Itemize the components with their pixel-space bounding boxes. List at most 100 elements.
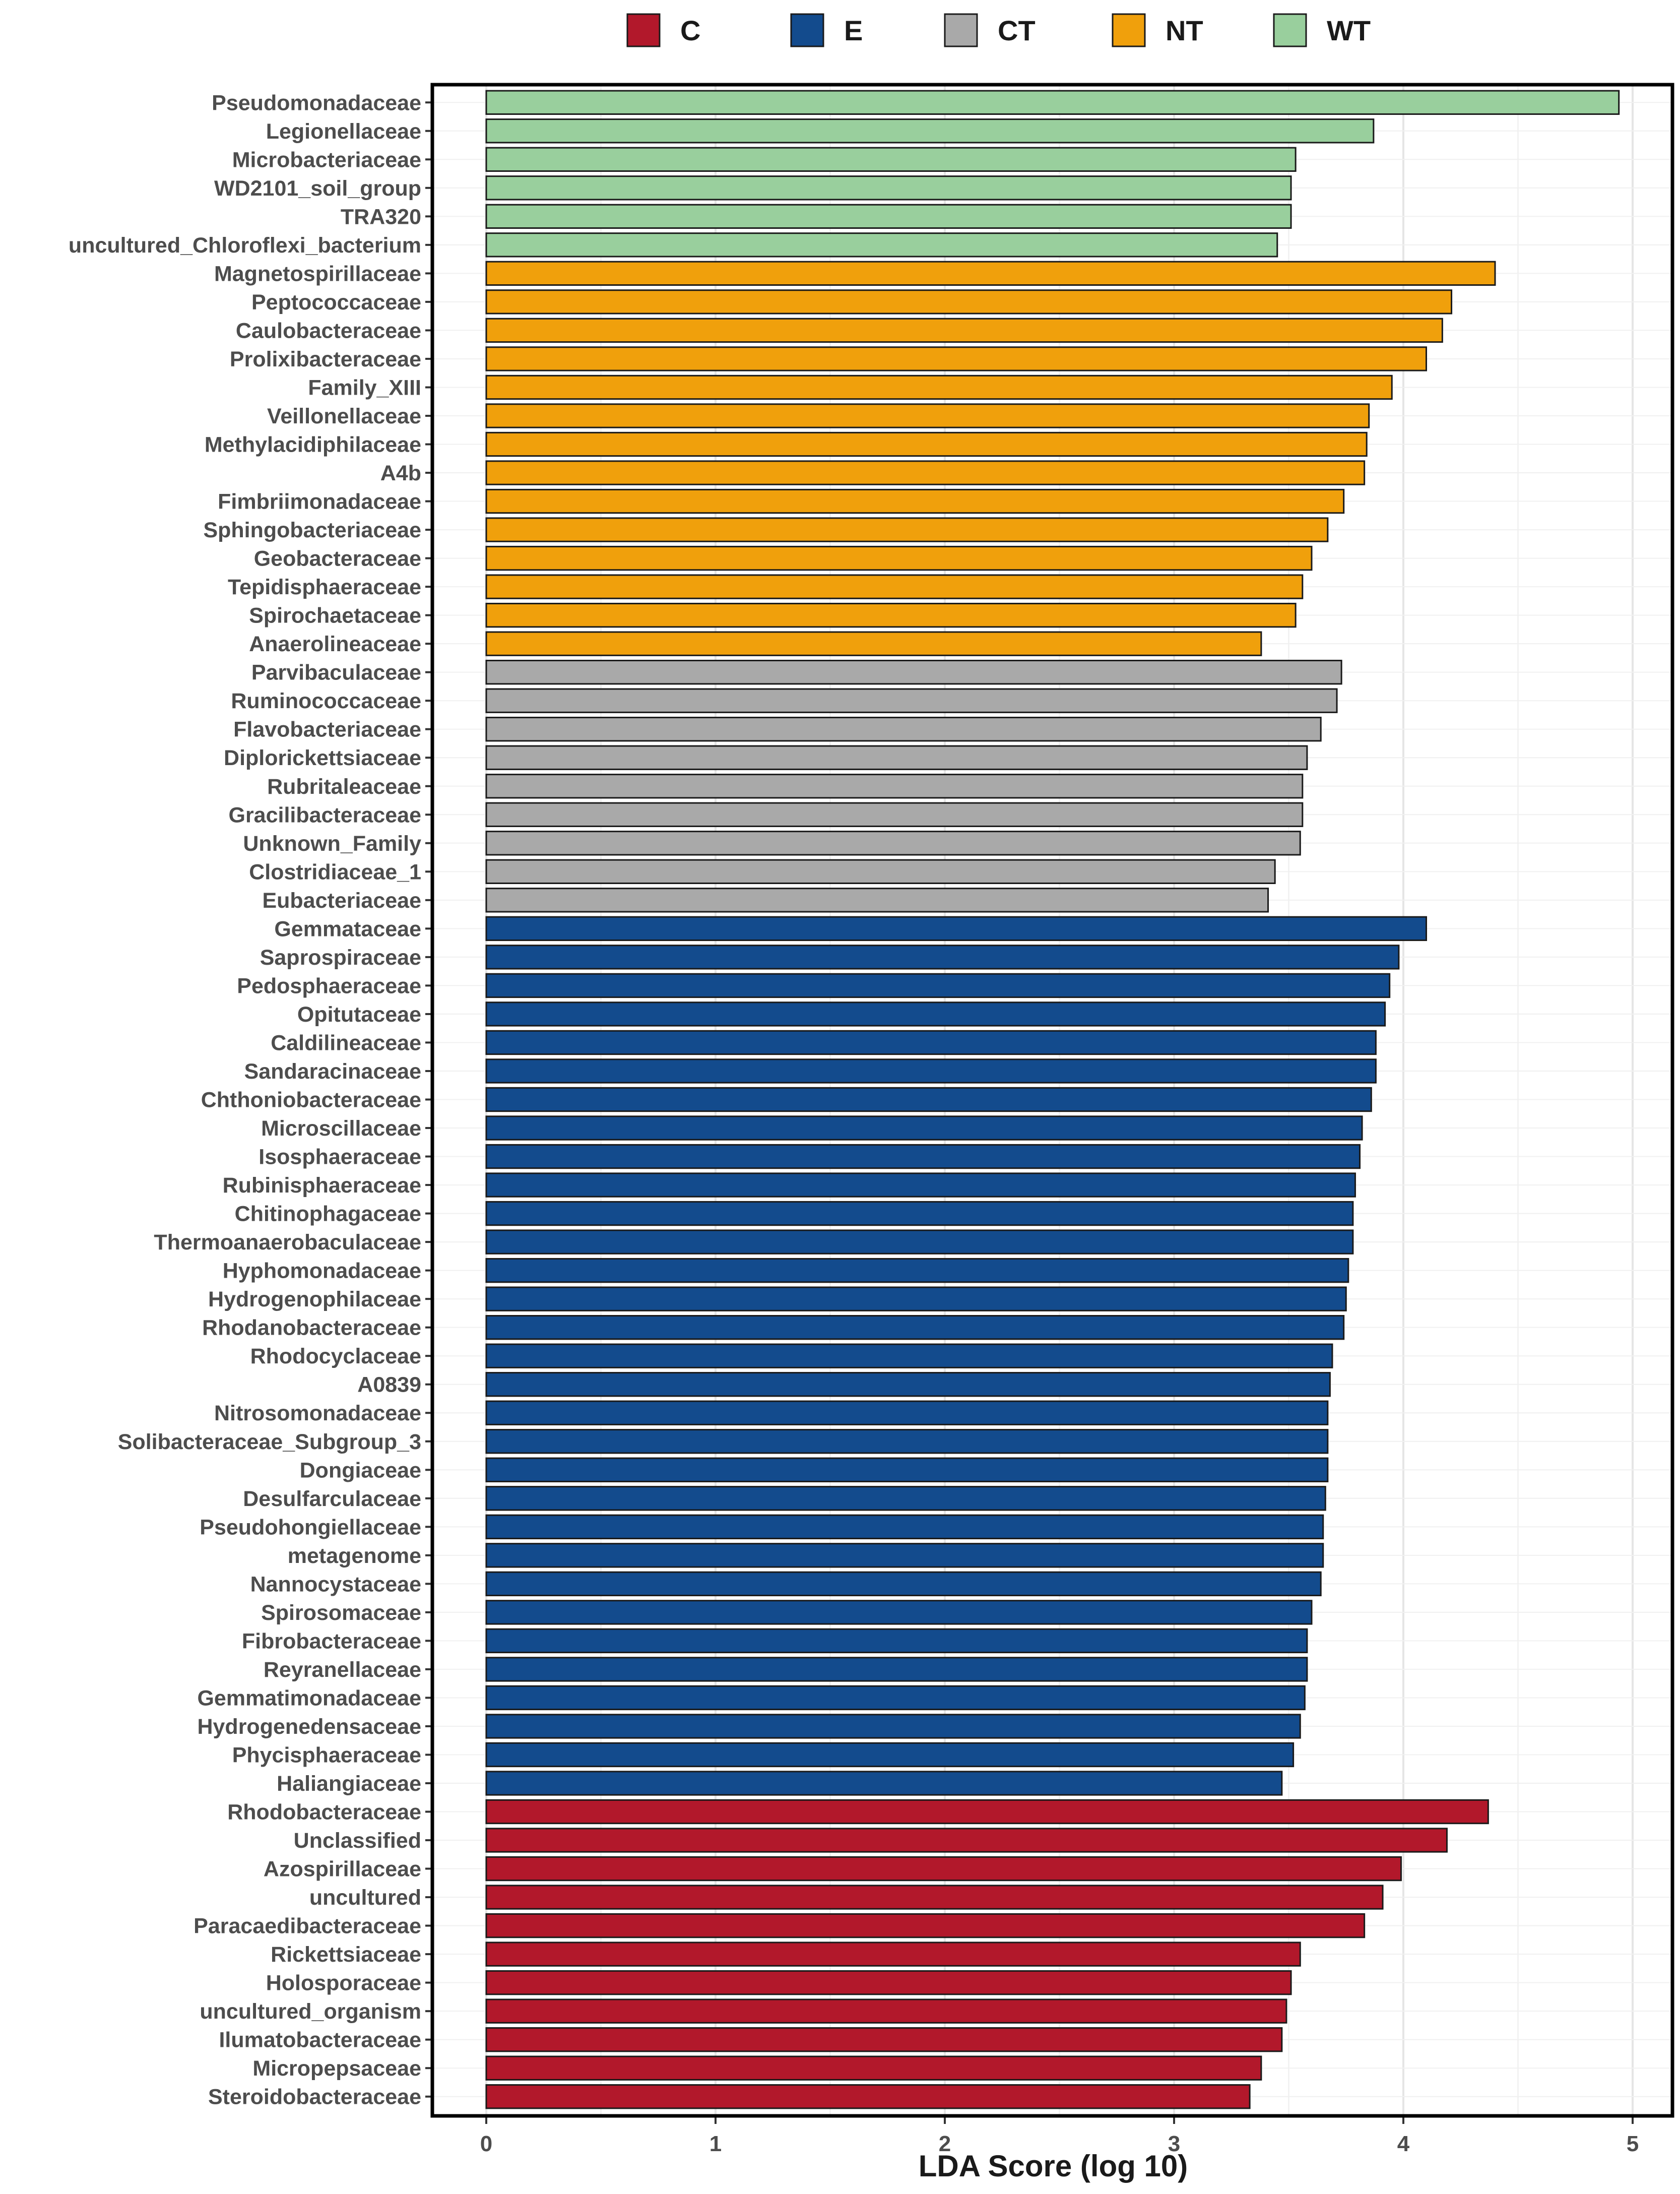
bar-phycisphaeraceae xyxy=(485,1742,1295,1768)
bar-parvibaculaceae xyxy=(485,660,1342,685)
category-label-legionellaceae: Legionellaceae xyxy=(266,119,421,144)
bar-hyphomonadaceae xyxy=(485,1258,1349,1283)
bar-reyranellaceae xyxy=(485,1657,1308,1682)
bar-nitrosomonadaceae xyxy=(485,1400,1329,1425)
bar-fimbriimonadaceae xyxy=(485,488,1345,514)
bar-eubacteriaceae xyxy=(485,888,1269,913)
bar-gracilibacteraceae xyxy=(485,802,1304,827)
category-label-saprospiraceae: Saprospiraceae xyxy=(260,946,421,970)
category-label-spirochaetaceae: Spirochaetaceae xyxy=(249,604,421,628)
bar-uncultured-chloroflexi-bacterium xyxy=(485,232,1278,258)
bar-gemmataceae xyxy=(485,916,1427,942)
category-label-wd2101-soil-group: WD2101_soil_group xyxy=(214,176,421,201)
bar-metagenome xyxy=(485,1543,1324,1568)
category-label-family-xiii: Family_XIII xyxy=(308,375,421,400)
bar-spirochaetaceae xyxy=(485,602,1297,628)
category-label-fibrobacteraceae: Fibrobacteraceae xyxy=(242,1629,421,1653)
category-label-chitinophagaceae: Chitinophagaceae xyxy=(235,1202,421,1226)
legend-label-wt: WT xyxy=(1327,15,1371,46)
bar-opitutaceae xyxy=(485,1001,1386,1027)
legend-swatch-nt xyxy=(1112,13,1146,47)
category-label-chthoniobacteraceae: Chthoniobacteraceae xyxy=(201,1088,421,1112)
bar-unclassified xyxy=(485,1828,1448,1853)
category-label-sphingobacteriaceae: Sphingobacteriaceae xyxy=(203,518,421,542)
bar-paracaedibacteraceae xyxy=(485,1913,1366,1938)
category-label-rhodocyclaceae: Rhodocyclaceae xyxy=(250,1344,421,1368)
category-label-eubacteriaceae: Eubacteriaceae xyxy=(262,889,421,913)
bar-rhodocyclaceae xyxy=(485,1343,1333,1368)
bar-pedosphaeraceae xyxy=(485,973,1391,998)
category-label-uncultured: uncultured xyxy=(309,1886,421,1910)
bar-sphingobacteriaceae xyxy=(485,517,1329,542)
bar-diplorickettsiaceae xyxy=(485,745,1308,770)
bar-geobacteraceae xyxy=(485,545,1313,571)
category-label-metagenome: metagenome xyxy=(288,1544,421,1568)
category-label-solibacteraceae-subgroup-3: Solibacteraceae_Subgroup_3 xyxy=(118,1430,421,1454)
bar-flavobacteriaceae xyxy=(485,717,1322,742)
plot-frame xyxy=(430,83,1674,2118)
category-label-rubinisphaeraceae: Rubinisphaeraceae xyxy=(223,1173,421,1198)
legend-label-nt: NT xyxy=(1166,15,1203,46)
category-label-pedosphaeraceae: Pedosphaeraceae xyxy=(237,974,421,998)
category-label-steroidobacteraceae: Steroidobacteraceae xyxy=(208,2085,421,2109)
category-label-dongiaceae: Dongiaceae xyxy=(300,1458,421,1482)
bar-anaerolineaceae xyxy=(485,631,1262,656)
category-label-pseudomonadaceae: Pseudomonadaceae xyxy=(212,91,421,115)
category-label-micropepsaceae: Micropepsaceae xyxy=(252,2056,421,2081)
category-label-unknown-family: Unknown_Family xyxy=(243,832,421,856)
bar-chitinophagaceae xyxy=(485,1201,1354,1226)
category-label-reyranellaceae: Reyranellaceae xyxy=(264,1658,421,1682)
category-label-methylacidiphilaceae: Methylacidiphilaceae xyxy=(205,433,421,457)
category-label-paracaedibacteraceae: Paracaedibacteraceae xyxy=(193,1914,421,1938)
bar-sandaracinaceae xyxy=(485,1058,1377,1084)
bar-microbacteriaceae xyxy=(485,147,1297,172)
legend-swatch-e xyxy=(790,13,824,47)
category-label-rhodanobacteraceae: Rhodanobacteraceae xyxy=(202,1316,421,1340)
category-label-microscillaceae: Microscillaceae xyxy=(261,1116,421,1141)
category-label-flavobacteriaceae: Flavobacteriaceae xyxy=(233,718,421,742)
category-label-desulfarculaceae: Desulfarculaceae xyxy=(243,1487,421,1511)
category-label-gemmatimonadaceae: Gemmatimonadaceae xyxy=(197,1686,421,1710)
category-label-holosporaceae: Holosporaceae xyxy=(266,1971,421,1995)
bar-chthoniobacteraceae xyxy=(485,1087,1372,1112)
category-label-a4b: A4b xyxy=(380,461,421,485)
bar-uncultured-organism xyxy=(485,1998,1287,2024)
bar-a0839 xyxy=(485,1372,1331,1397)
x-tick-label-4: 4 xyxy=(1397,2132,1410,2156)
category-label-microbacteriaceae: Microbacteriaceae xyxy=(232,148,421,172)
bar-saprospiraceae xyxy=(485,945,1400,970)
bar-wd2101-soil-group xyxy=(485,175,1292,201)
bar-isosphaeraceae xyxy=(485,1144,1361,1169)
category-label-geobacteraceae: Geobacteraceae xyxy=(254,547,421,571)
category-label-magnetospirillaceae: Magnetospirillaceae xyxy=(214,262,421,286)
category-label-fimbriimonadaceae: Fimbriimonadaceae xyxy=(218,490,421,514)
legend-swatch-ct xyxy=(944,13,978,47)
bar-thermoanaerobaculaceae xyxy=(485,1229,1354,1255)
category-label-veillonellaceae: Veillonellaceae xyxy=(267,404,421,428)
bar-rubritaleaceae xyxy=(485,774,1304,799)
x-axis-title: LDA Score (log 10) xyxy=(919,2149,1188,2183)
bars xyxy=(485,90,1620,2109)
category-label-rhodobacteraceae: Rhodobacteraceae xyxy=(227,1800,421,1825)
category-label-parvibaculaceae: Parvibaculaceae xyxy=(251,661,421,685)
bar-micropepsaceae xyxy=(485,2055,1262,2081)
category-label-spirosomaceae: Spirosomaceae xyxy=(261,1601,421,1625)
bar-desulfarculaceae xyxy=(485,1486,1326,1511)
x-tick-label-0: 0 xyxy=(480,2132,492,2156)
legend-label-ct: CT xyxy=(998,15,1036,46)
x-tick-label-1: 1 xyxy=(709,2132,722,2156)
category-label-tepidisphaeraceae: Tepidisphaeraceae xyxy=(228,575,421,599)
category-label-gracilibacteraceae: Gracilibacteraceae xyxy=(229,803,422,827)
category-labels: Pseudomonadaceae Legionellaceae Microbacte… xyxy=(69,91,432,2109)
bar-steroidobacteraceae xyxy=(485,2084,1251,2109)
category-label-hyphomonadaceae: Hyphomonadaceae xyxy=(223,1259,421,1283)
bar-holosporaceae xyxy=(485,1970,1292,1995)
bar-spirosomaceae xyxy=(485,1600,1313,1625)
category-label-nannocystaceae: Nannocystaceae xyxy=(250,1572,421,1596)
bar-clostridiaceae-1 xyxy=(485,859,1276,885)
bar-microscillaceae xyxy=(485,1115,1363,1141)
category-label-phycisphaeraceae: Phycisphaeraceae xyxy=(232,1743,421,1767)
bar-azospirillaceae xyxy=(485,1856,1402,1882)
category-label-ruminococcaceae: Ruminococcaceae xyxy=(231,689,421,713)
